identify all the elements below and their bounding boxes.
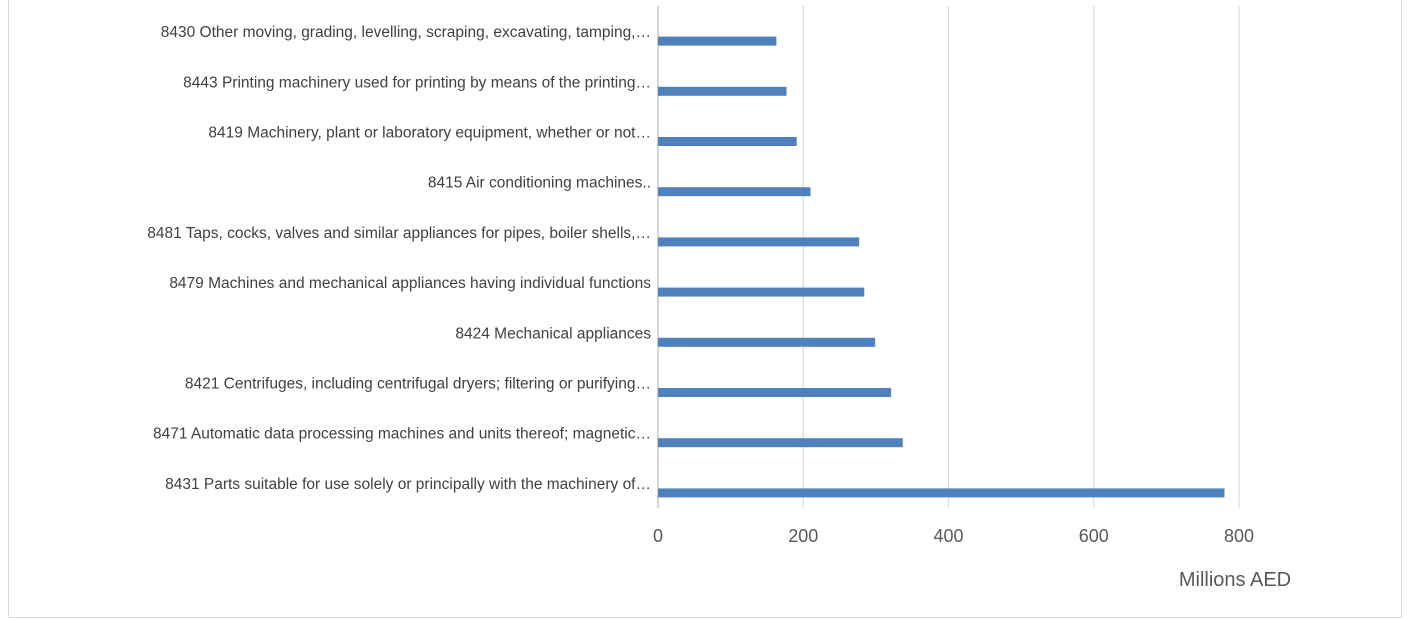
category-label: 8431 Parts suitable for use solely or pr…: [165, 476, 651, 493]
category-label: 8481 Taps, cocks, valves and similar app…: [147, 225, 651, 242]
gridlines: [657, 6, 1240, 508]
bar: [658, 388, 892, 397]
category-label: 8430 Other moving, grading, levelling, s…: [161, 24, 651, 41]
category-label: 8471 Automatic data processing machines …: [153, 426, 651, 443]
bar: [658, 237, 860, 247]
bar: [658, 36, 777, 46]
category-labels: 8431 Parts suitable for use solely or pr…: [147, 24, 651, 493]
x-tick-label: 800: [1224, 526, 1254, 546]
bars: [658, 36, 1225, 498]
bar: [658, 187, 811, 197]
category-label: 8421 Centrifuges, including centrifugal …: [185, 376, 651, 393]
x-axis-title: Millions AED: [1179, 569, 1291, 591]
category-label: 8419 Machinery, plant or laboratory equi…: [208, 125, 651, 142]
bar: [658, 86, 787, 96]
bar-chart: 8431 Parts suitable for use solely or pr…: [147, 6, 1291, 591]
x-tick-label: 200: [788, 526, 818, 546]
bar: [658, 287, 865, 297]
x-tick-label: 400: [933, 526, 963, 546]
x-tick-labels: 0 200 400 600 800: [653, 526, 1254, 546]
bar: [658, 488, 1225, 498]
bar: [658, 438, 903, 448]
category-label: 8424 Mechanical appliances: [455, 325, 651, 342]
x-tick-label: 0: [653, 526, 663, 546]
chart-frame: 8431 Parts suitable for use solely or pr…: [8, 0, 1402, 618]
category-label: 8415 Air conditioning machines..: [428, 175, 651, 192]
bar: [658, 137, 797, 146]
x-tick-label: 600: [1079, 526, 1109, 546]
category-label: 8479 Machines and mechanical appliances …: [169, 275, 651, 292]
category-label: 8443 Printing machinery used for printin…: [183, 74, 651, 91]
bar: [658, 337, 876, 347]
